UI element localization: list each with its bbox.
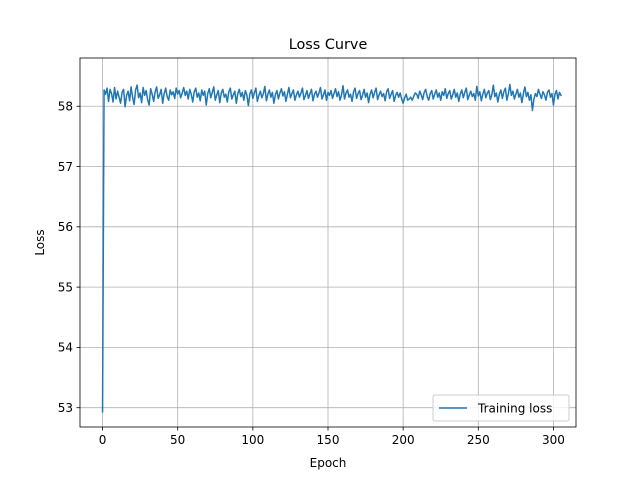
x-tick-label: 300 — [542, 433, 565, 447]
x-tick-label: 50 — [170, 433, 185, 447]
y-tick-label: 53 — [58, 401, 73, 415]
legend-label-training-loss: Training loss — [477, 402, 552, 416]
x-tick-label: 200 — [392, 433, 415, 447]
x-axis-label: Epoch — [310, 456, 347, 470]
y-tick-label: 55 — [58, 280, 73, 294]
legend-box — [432, 394, 570, 422]
series-line-training-loss — [101, 83, 562, 413]
y-tick-label: 56 — [58, 220, 73, 234]
legend: Training loss — [432, 394, 570, 422]
grid — [80, 58, 576, 427]
x-tick-label: 100 — [241, 433, 264, 447]
y-axis-label: Loss — [33, 229, 47, 255]
y-tick-label: 58 — [58, 100, 73, 114]
x-tick-label: 0 — [99, 433, 107, 447]
plot-data — [101, 83, 562, 413]
y-tick-label: 54 — [58, 341, 73, 355]
x-tick-label: 250 — [467, 433, 490, 447]
x-tick-label: 150 — [317, 433, 340, 447]
chart-title: Loss Curve — [289, 37, 368, 53]
ticks: 0 50 100 150 200 250 300 53 54 55 56 57 58 — [58, 100, 565, 447]
y-tick-label: 57 — [58, 160, 73, 174]
